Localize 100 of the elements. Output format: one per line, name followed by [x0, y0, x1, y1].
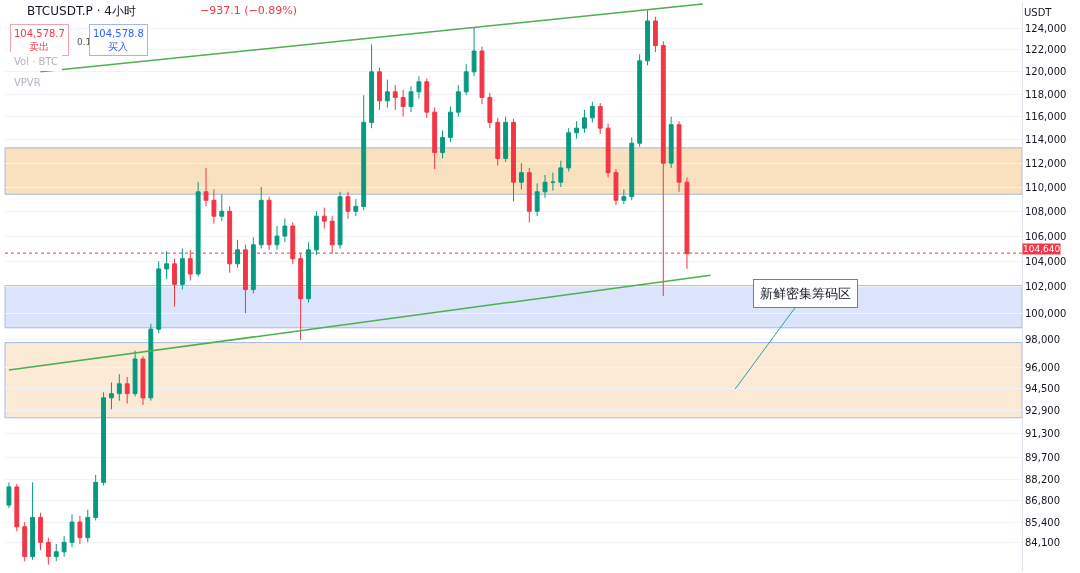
y-tick-label: 110,000 [1025, 181, 1067, 193]
y-tick-label: 98,000 [1025, 334, 1060, 346]
candlestick [416, 75, 422, 100]
candlestick [542, 174, 548, 199]
annotation: 0.1 [77, 37, 92, 47]
candlestick [235, 239, 240, 269]
candlestick [116, 373, 122, 402]
candlestick [219, 193, 225, 222]
candlestick [69, 513, 75, 548]
candlestick [274, 225, 280, 251]
candlestick [392, 84, 398, 111]
candlestick [140, 355, 146, 406]
y-tick-label: 116,000 [1025, 111, 1067, 123]
candlestick [14, 483, 20, 532]
candlestick [566, 127, 572, 172]
candlestick [77, 515, 83, 545]
candlestick [455, 84, 461, 118]
candlestick [282, 218, 288, 243]
candlestick [629, 136, 635, 201]
y-tick-label: 88,200 [1025, 473, 1060, 485]
candlestick [613, 168, 619, 206]
candlestick [377, 66, 382, 111]
y-tick-label: 100,000 [1025, 307, 1067, 319]
candlestick [321, 207, 327, 230]
candlestick [518, 162, 524, 190]
candlestick [574, 120, 579, 140]
y-tick-label: 114,000 [1025, 134, 1067, 146]
candlestick [337, 191, 343, 250]
candlestick [440, 129, 445, 159]
candlestick [558, 160, 564, 188]
candlestick [384, 79, 390, 109]
annotation: 104,578.7 卖出 [14, 28, 65, 52]
y-tick-label: 108,000 [1025, 205, 1067, 217]
candlestick [645, 9, 650, 66]
candlestick [172, 258, 177, 308]
y-tick-label: 91,300 [1025, 428, 1060, 440]
candlestick [345, 191, 351, 220]
ref-line-label: 104,640 [1023, 244, 1061, 254]
candlestick [53, 543, 59, 562]
candlestick [597, 102, 603, 135]
y-tick-label: 104,000 [1025, 255, 1067, 267]
candlestick [582, 109, 587, 134]
annotation: 104,578.8 买入 [93, 28, 144, 52]
annotation: Vol · BTC [14, 56, 58, 67]
candlestick [313, 210, 319, 256]
candlestick [503, 116, 509, 163]
candlestick [38, 512, 43, 551]
candlestick [550, 172, 556, 192]
y-tick-label: 120,000 [1025, 66, 1067, 78]
candlestick [85, 509, 91, 543]
candlestick [266, 196, 272, 251]
candlestick [148, 323, 154, 402]
candlestick [432, 107, 438, 170]
candlestick [605, 123, 611, 178]
candlestick [424, 77, 430, 119]
candlestick [156, 260, 162, 334]
candlestick [676, 120, 682, 193]
candlestick [369, 44, 375, 129]
candlestick [22, 521, 28, 562]
y-tick-label: 122,000 [1025, 44, 1067, 56]
y-tick-label: 86,800 [1025, 495, 1060, 507]
candlestick [250, 236, 256, 294]
candlestick [668, 116, 674, 169]
candlestick [511, 118, 516, 203]
candlestick [124, 376, 130, 405]
y-tick-label: 94,500 [1025, 382, 1060, 394]
y-tick-label: 118,000 [1025, 88, 1067, 100]
candlestick [61, 535, 67, 558]
candlestick [495, 117, 501, 167]
y-tick-label: 102,000 [1025, 281, 1067, 293]
y-tick-label: 92,900 [1025, 405, 1060, 417]
y-tick-label: 112,000 [1025, 157, 1067, 169]
candlestick [400, 89, 406, 118]
candlestick [448, 105, 453, 143]
candlestick [211, 188, 217, 225]
candlestick [45, 537, 51, 566]
candlestick [471, 26, 477, 77]
candlestick [487, 92, 493, 129]
candlestick [534, 182, 540, 217]
candlestick [258, 186, 264, 250]
candlestick [164, 250, 170, 280]
candlestick [195, 181, 201, 278]
y-tick-label: 85,400 [1025, 516, 1060, 528]
candlestick [203, 167, 209, 207]
candlestick [589, 101, 595, 123]
candlestick [6, 481, 12, 509]
candlestick [637, 53, 643, 148]
y-tick-label: 84,100 [1025, 536, 1060, 548]
y-tick-label: 106,000 [1025, 230, 1067, 242]
candlestick [109, 381, 114, 410]
y-tick-label: 96,000 [1025, 361, 1060, 373]
annotation: VPVR [14, 77, 41, 88]
candlestick [479, 46, 485, 105]
y-tick-label: 89,700 [1025, 451, 1060, 463]
chart-title: BTCUSDT.P · 4小时 [27, 4, 136, 18]
candlestick [179, 248, 185, 291]
candlestick [408, 85, 414, 113]
candlestick [463, 63, 469, 96]
candlestick [132, 350, 138, 397]
candlestick [93, 474, 99, 522]
